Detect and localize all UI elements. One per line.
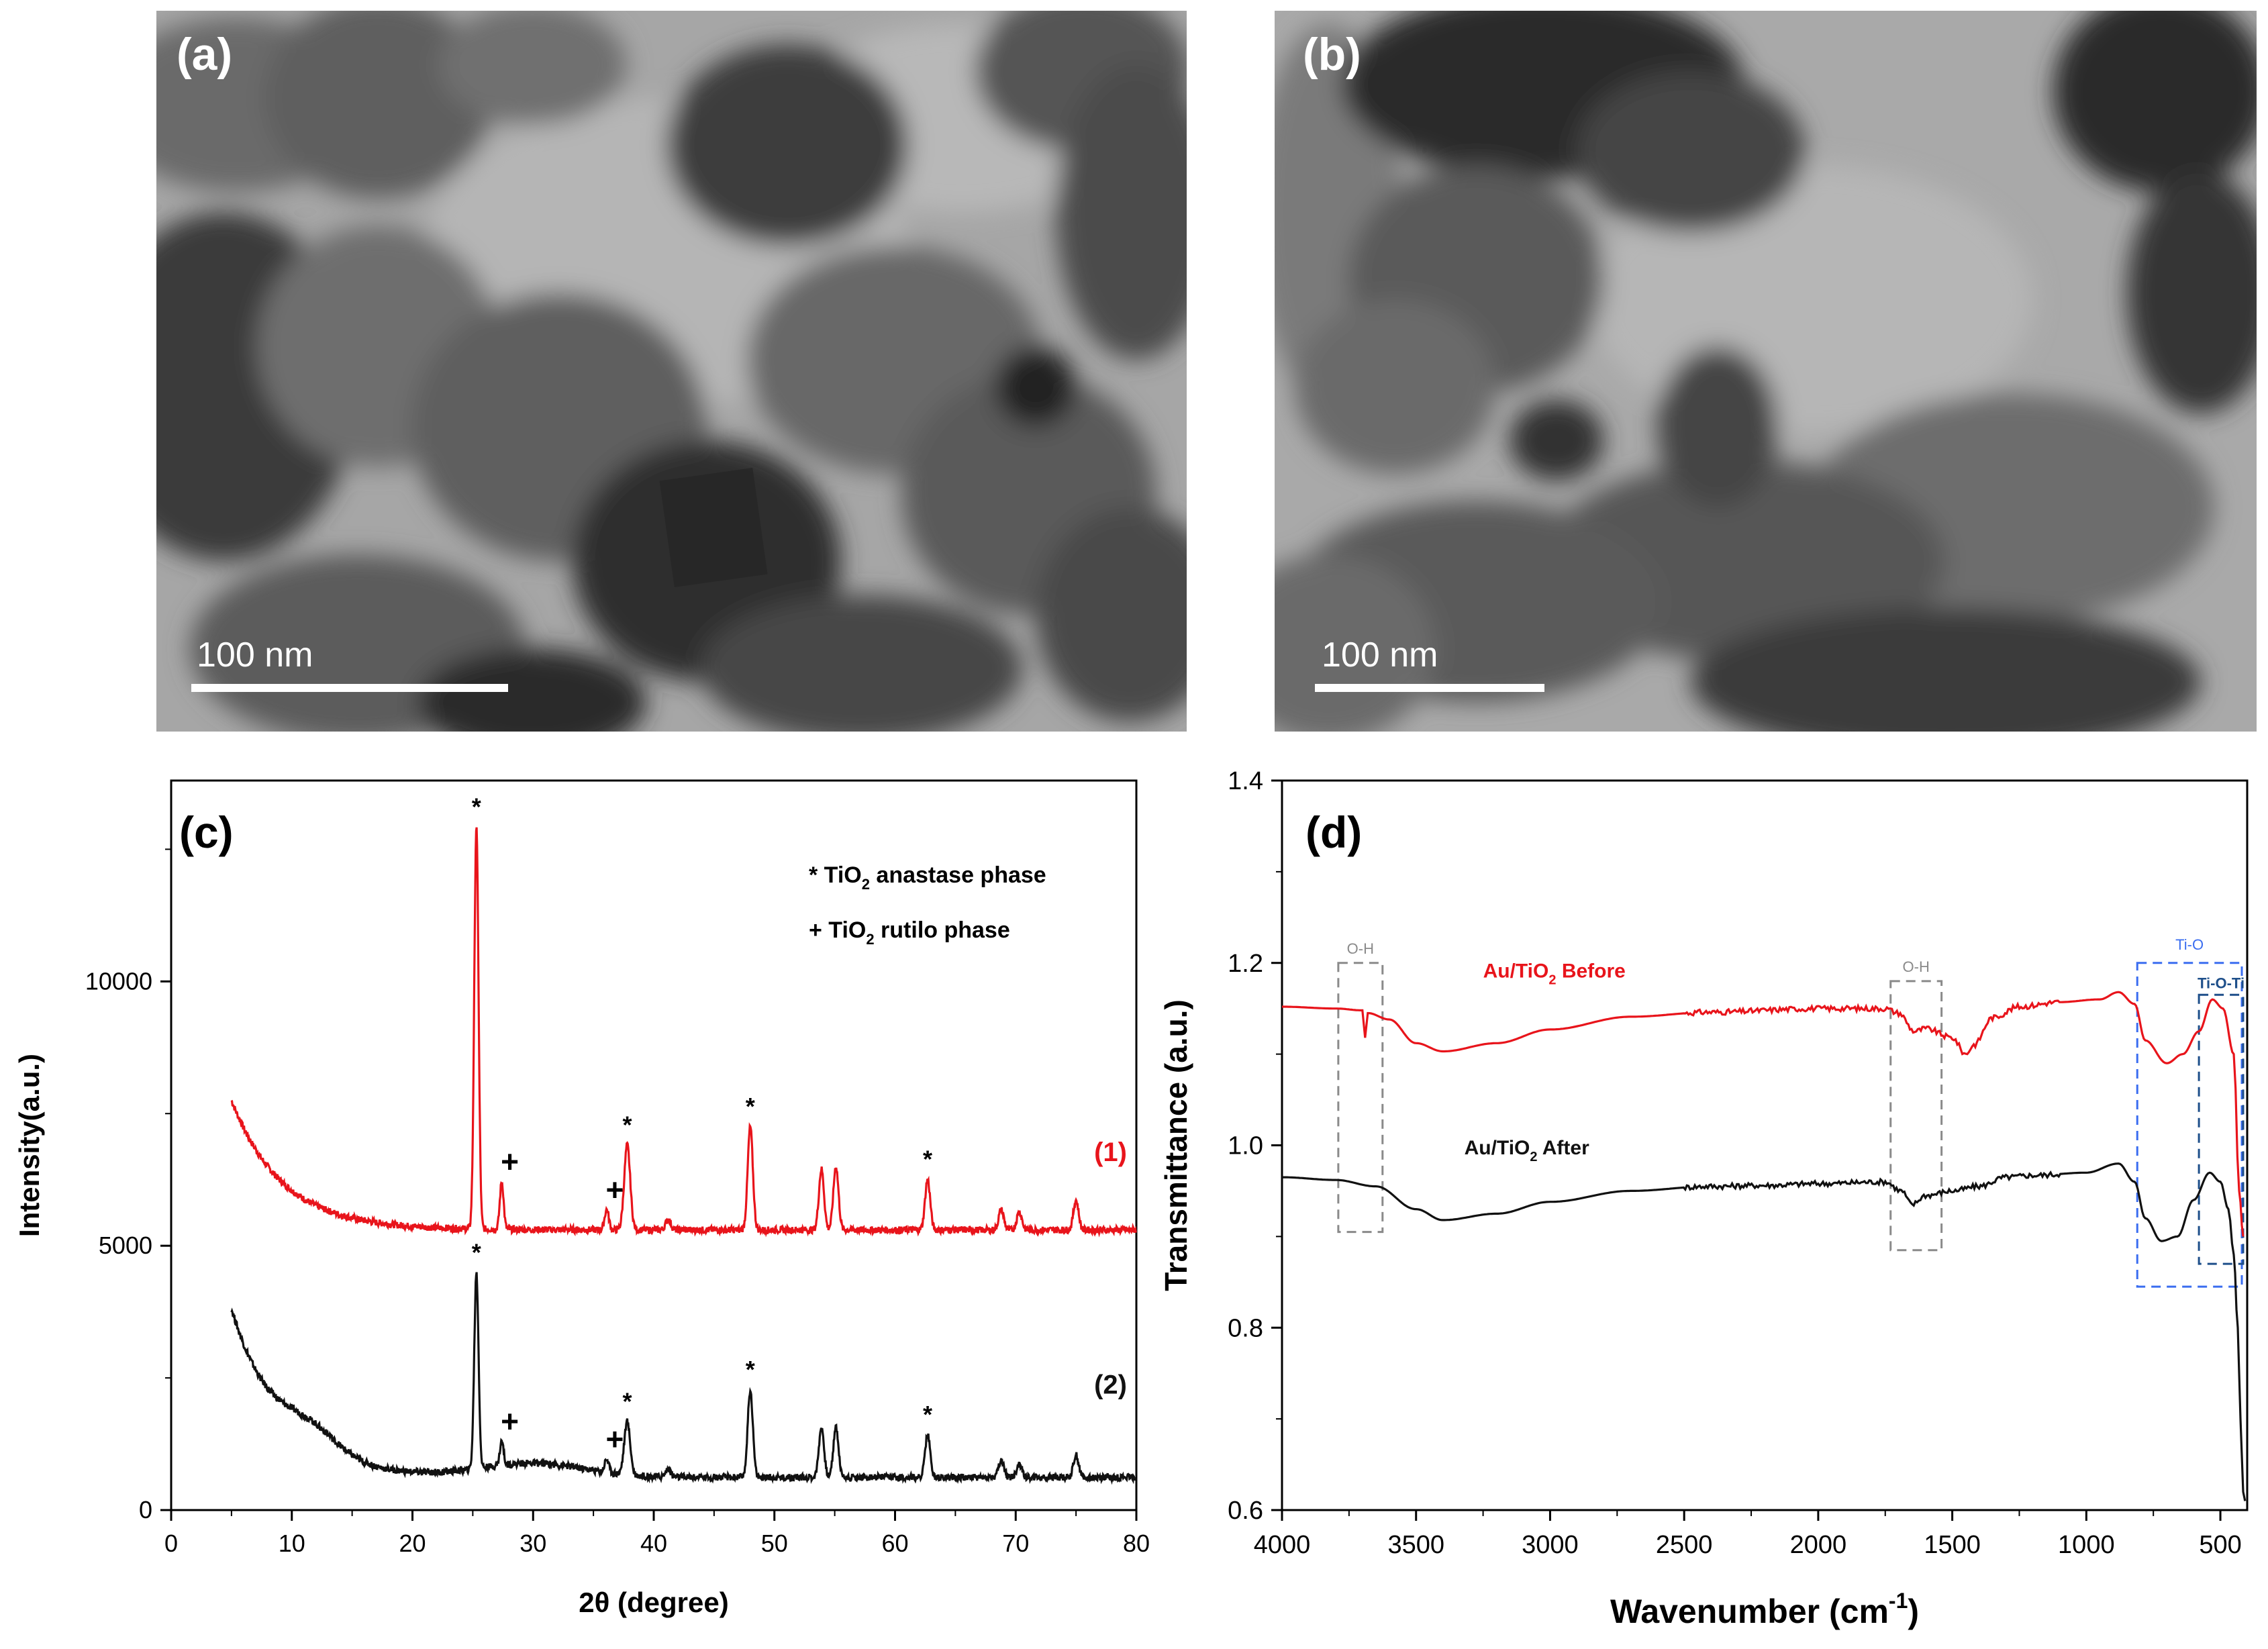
xrd-y-tick-label: 5000 <box>99 1232 152 1259</box>
xrd-axes <box>160 779 1138 1521</box>
xrd-x-tick-label: 50 <box>761 1530 788 1557</box>
xrd-x-tick-label: 30 <box>520 1530 546 1557</box>
xrd-peak-marker: * <box>472 793 481 820</box>
xrd-peak-marker: * <box>923 1401 932 1428</box>
ftir-series-label-part: Au/TiO <box>1465 1137 1530 1159</box>
ftir-chart: 4000 3500 3000 2500 2000 1500 1000 500 0.6 0.8 1.0… <box>1158 767 2249 1630</box>
ftir-x-tick-label: 4000 <box>1254 1531 1311 1559</box>
ftir-box-label: Ti-O-Ti <box>2198 975 2245 991</box>
xrd-legend-entry-part: * TiO <box>809 862 862 888</box>
xrd-x-tick-label: 0 <box>164 1530 178 1557</box>
ftir-series-label-part: 2 <box>1548 972 1556 987</box>
xrd-series-line-1 <box>230 827 1137 1238</box>
xrd-peak-marker: * <box>746 1356 755 1383</box>
xrd-legend-entry: + TiO2 rutilo phase <box>809 917 1010 948</box>
panel-label-a: (a) <box>177 29 233 80</box>
ftir-annotation-box <box>2136 962 2243 1288</box>
xrd-peak-marker: * <box>746 1093 755 1120</box>
xrd-series-label: (2) <box>1094 1370 1127 1400</box>
ftir-x-axis-title-part: ) <box>1908 1593 1919 1630</box>
ftir-text: 4000 3500 3000 2500 2000 1500 1000 500 0.6 0.8 1.0… <box>1158 767 2245 1630</box>
ftir-x-tick-label: 1500 <box>1924 1531 1981 1559</box>
xrd-legend-entry-part: + TiO <box>809 917 866 943</box>
xrd-series <box>230 827 1137 1485</box>
xrd-y-tick-label: 10000 <box>85 967 152 995</box>
xrd-panel-label: (c) <box>179 807 234 857</box>
ftir-x-tick-label: 500 <box>2199 1531 2241 1559</box>
ftir-series-label: Au/TiO2 After <box>1465 1137 1589 1164</box>
ftir-boxes <box>1337 962 2245 1288</box>
xrd-legend-entry-part: 2 <box>866 931 874 948</box>
ftir-series-line-1 <box>1282 991 2245 1237</box>
xrd-x-axis-title: 2θ (degree) <box>579 1587 728 1618</box>
xrd-legend-entry-part: anastase phase <box>870 862 1046 888</box>
ftir-x-tick-label: 3000 <box>1522 1531 1579 1559</box>
xrd-series-line-2 <box>230 1272 1137 1485</box>
ftir-panel-label: (d) <box>1305 807 1362 857</box>
ftir-x-axis-title-part: Wavenumber (cm <box>1610 1593 1889 1630</box>
xrd-peak-marker: + <box>501 1144 519 1179</box>
ftir-box-label: O-H <box>1903 958 1930 975</box>
xrd-x-tick-label: 70 <box>1002 1530 1029 1557</box>
xrd-peak-marker: * <box>622 1388 632 1415</box>
xrd-series-label: (1) <box>1094 1138 1127 1167</box>
ftir-x-tick-label: 2000 <box>1790 1531 1847 1559</box>
ftir-y-tick-label: 1.4 <box>1228 767 1263 795</box>
xrd-peak-marker: + <box>501 1404 519 1439</box>
xrd-x-tick-label: 60 <box>881 1530 908 1557</box>
scale-bar-b <box>1315 684 1544 692</box>
ftir-series-line-2 <box>1282 1162 2247 1501</box>
ftir-series <box>1282 991 2247 1501</box>
ftir-y-tick-label: 0.8 <box>1228 1314 1263 1342</box>
tem-image-b: (b) 100 nm <box>1275 11 2257 732</box>
ftir-series-label-part: Au/TiO <box>1483 960 1549 982</box>
xrd-x-tick-label: 40 <box>640 1530 667 1557</box>
ftir-y-axis-title: Transmittance (a.u.) <box>1158 999 1193 1291</box>
ftir-series-label-part: After <box>1538 1137 1590 1159</box>
tem-texture-b <box>1275 11 2257 732</box>
ftir-annotation-box <box>1337 962 1384 1234</box>
tem-texture-a <box>156 11 1187 732</box>
ftir-annotation-box <box>2198 993 2245 1265</box>
ftir-y-tick-label: 0.6 <box>1228 1497 1263 1525</box>
xrd-legend-entry-part: 2 <box>862 876 870 893</box>
xrd-peak-marker: * <box>472 1239 481 1266</box>
ftir-x-axis-title: Wavenumber (cm-1) <box>1610 1589 1919 1630</box>
ftir-series-label: Au/TiO2 Before <box>1483 960 1626 987</box>
scale-text-b: 100 nm <box>1322 636 1438 674</box>
ftir-box-label: Ti-O <box>2175 936 2204 953</box>
ftir-y-tick-label: 1.2 <box>1228 950 1263 978</box>
xrd-peak-marker: * <box>923 1146 932 1173</box>
ftir-x-tick-label: 2500 <box>1656 1531 1713 1559</box>
xrd-legend-entry-part: rutilo phase <box>875 917 1010 943</box>
xrd-chart: 0 10 20 30 40 50 60 70 80 0 5000 10000 2θ (degree) In… <box>13 779 1150 1618</box>
ftir-frame <box>1281 779 2249 1511</box>
ftir-x-tick-label: 1000 <box>2058 1531 2115 1559</box>
ftir-x-axis-title-part: -1 <box>1889 1589 1908 1613</box>
panel-label-b: (b) <box>1303 29 1361 80</box>
xrd-frame <box>170 779 1138 1511</box>
xrd-peak-marker: * <box>622 1111 632 1138</box>
xrd-x-tick-label: 20 <box>399 1530 426 1557</box>
ftir-series-label-part: Before <box>1556 960 1625 982</box>
scale-text-a: 100 nm <box>197 636 313 674</box>
xrd-legend-entry: * TiO2 anastase phase <box>809 862 1046 893</box>
xrd-y-tick-label: 0 <box>139 1496 152 1523</box>
tem-image-a: (a) 100 nm <box>156 11 1187 732</box>
xrd-peak-marker: + <box>605 1421 624 1456</box>
xrd-x-tick-label: 80 <box>1123 1530 1150 1557</box>
xrd-y-axis-title: Intensity(a.u.) <box>13 1054 45 1237</box>
ftir-box-label: O-H <box>1347 940 1374 957</box>
xrd-peak-marker: + <box>605 1172 624 1207</box>
ftir-annotation-box <box>1889 980 1943 1252</box>
scale-bar-a <box>191 684 508 692</box>
xrd-x-tick-label: 10 <box>279 1530 305 1557</box>
ftir-x-tick-label: 3500 <box>1387 1531 1444 1559</box>
ftir-series-label-part: 2 <box>1530 1150 1537 1164</box>
xrd-text: 0 10 20 30 40 50 60 70 80 0 5000 10000 2θ (degree) In… <box>13 793 1150 1618</box>
ftir-axes <box>1271 779 2249 1521</box>
ftir-y-tick-label: 1.0 <box>1228 1132 1263 1160</box>
